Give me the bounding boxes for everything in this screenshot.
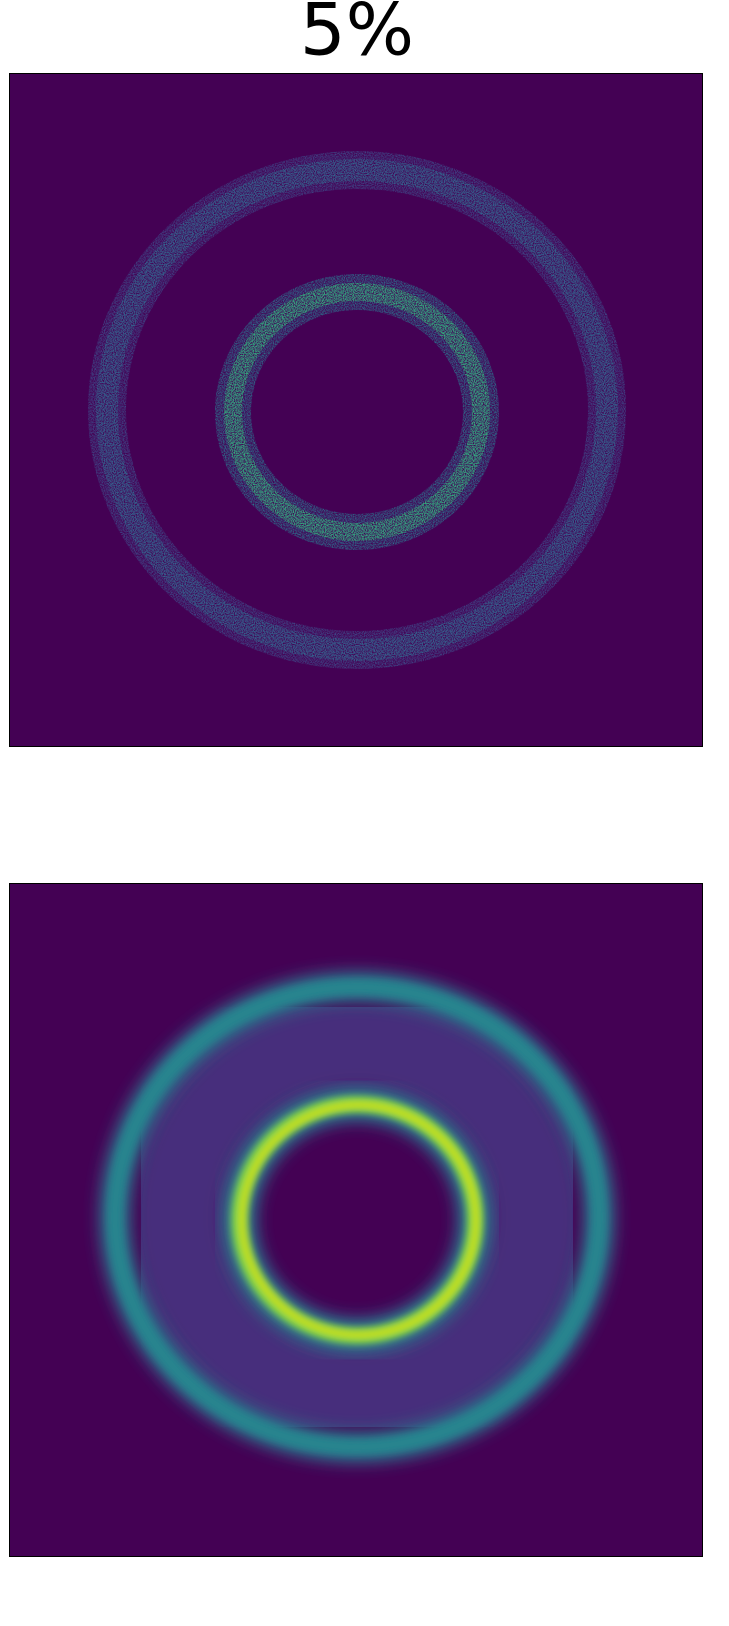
title: 5% [300, 0, 414, 72]
sample-histogram [9, 73, 703, 747]
density-estimate [9, 883, 703, 1557]
